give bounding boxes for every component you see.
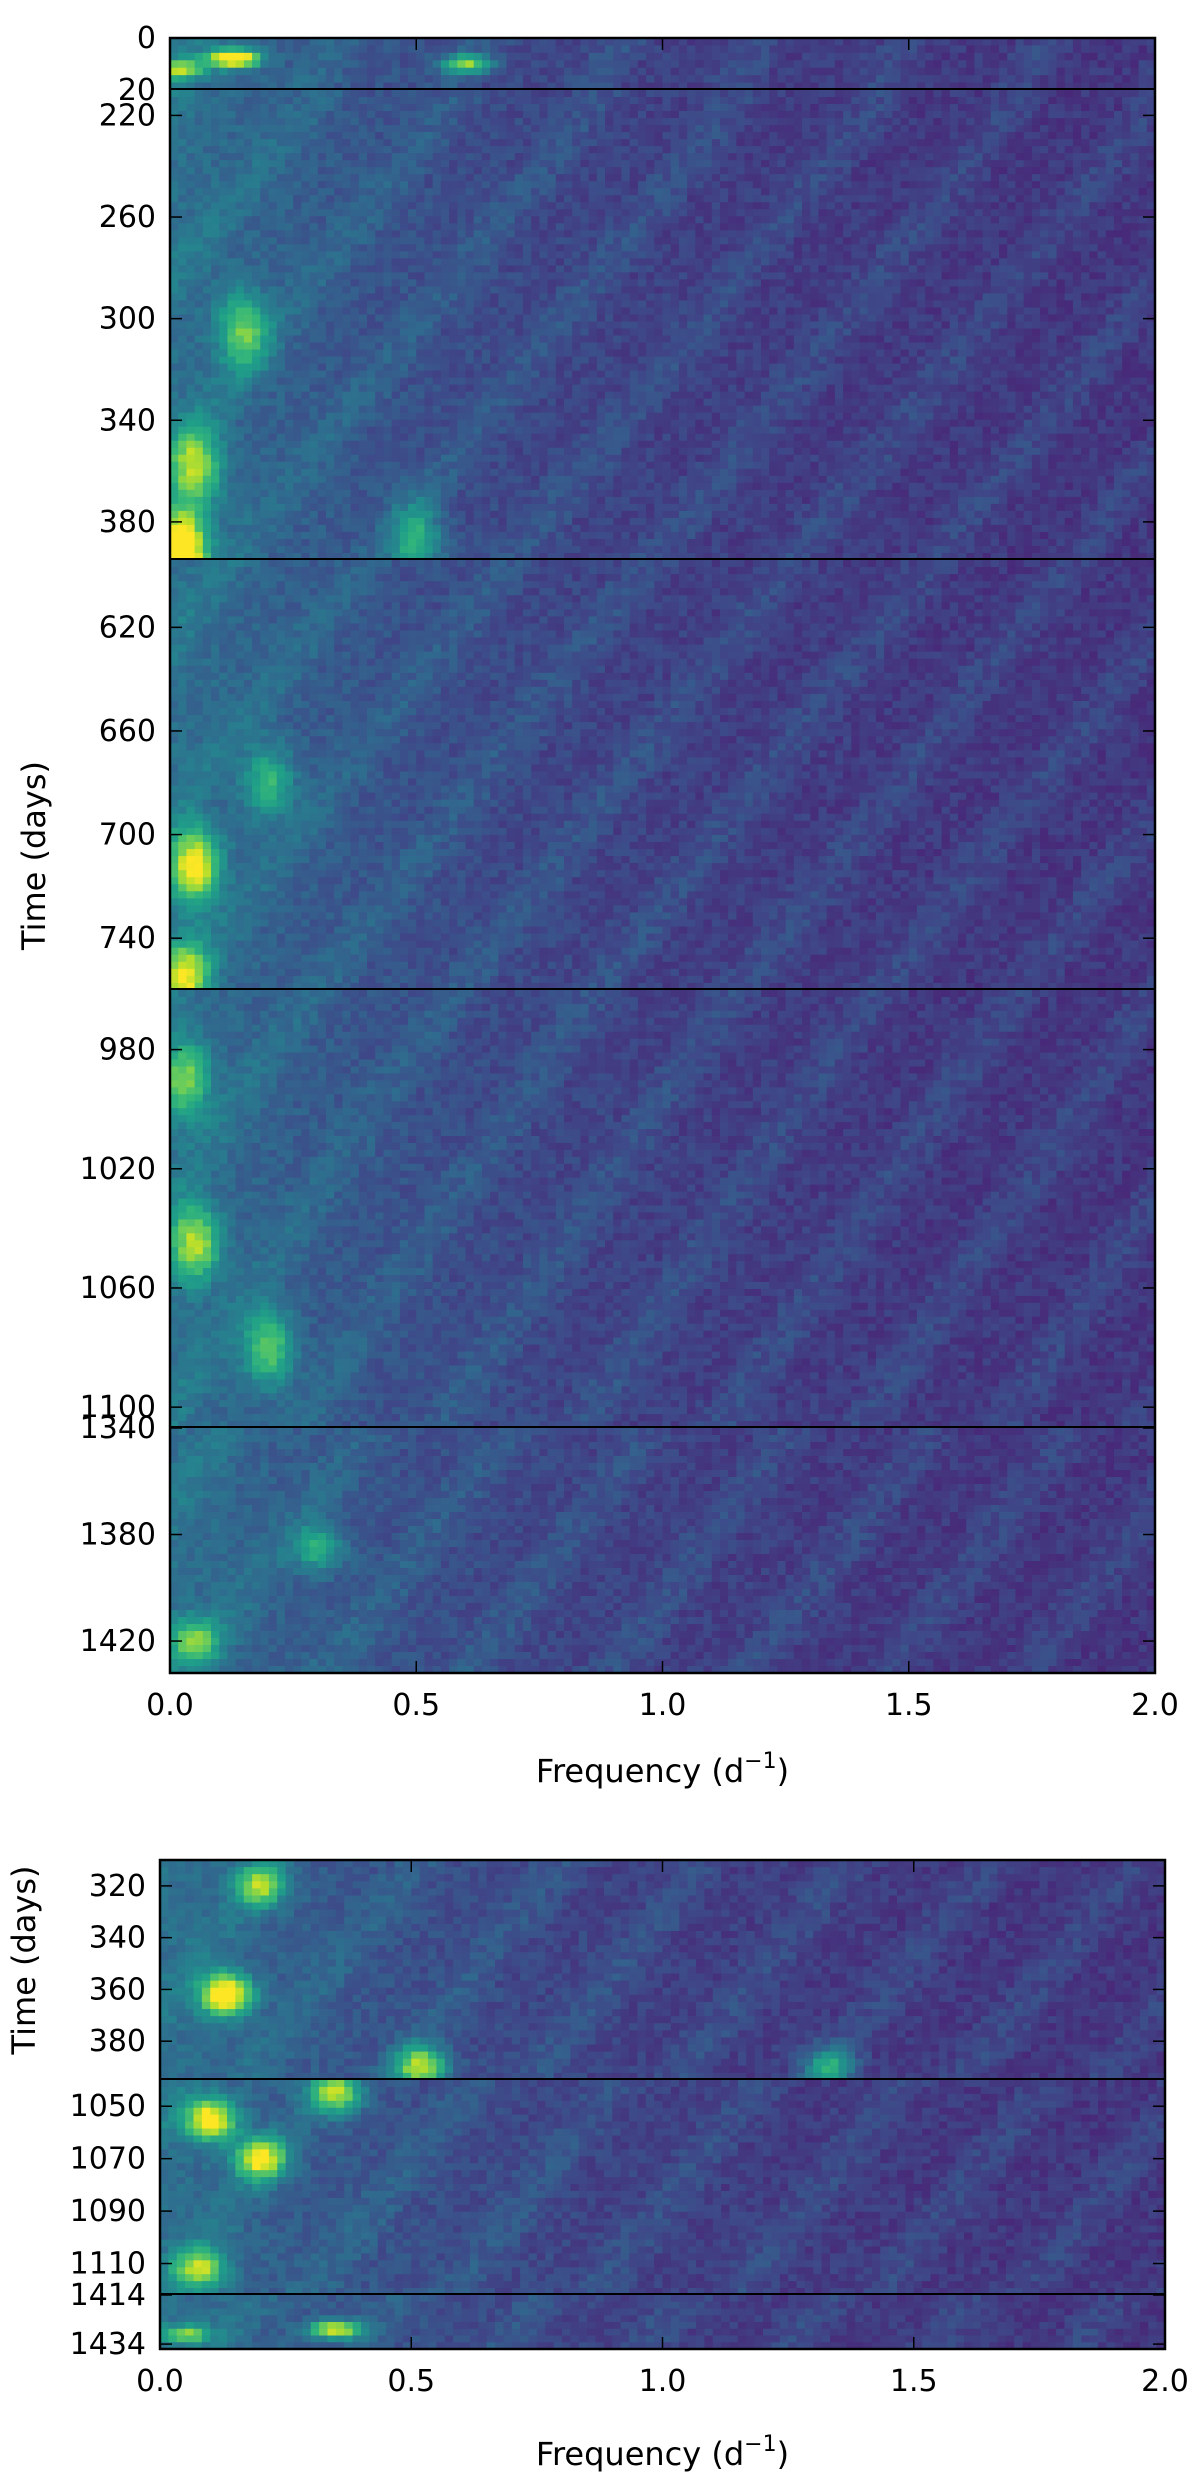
x-tick-label: 1.0: [639, 1688, 687, 1723]
x-tick-label: 2.0: [1141, 2364, 1189, 2399]
x-tick-label: 2.0: [1131, 1688, 1179, 1723]
y-tick-label: 1020: [80, 1152, 156, 1187]
x-tick-label: 0.5: [392, 1688, 440, 1723]
y-tick-label: 300: [99, 302, 156, 337]
y-tick-label: 380: [89, 2024, 146, 2059]
y-axis-label: Time (days): [5, 1866, 43, 2056]
y-tick-label: 620: [99, 610, 156, 645]
y-tick-label: 700: [99, 818, 156, 853]
heatmap-panel: [160, 1860, 1166, 2081]
y-tick-label: 980: [99, 1033, 156, 1068]
chart-top: 0202202603003403806206607007409801020106…: [15, 21, 1179, 1790]
x-tick-label: 1.0: [639, 2364, 687, 2399]
x-tick-label: 0.0: [136, 2364, 184, 2399]
y-tick-label: 1434: [70, 2327, 146, 2362]
x-tick-label: 0.5: [387, 2364, 435, 2399]
y-tick-label: 380: [99, 505, 156, 540]
y-tick-label: 1110: [70, 2247, 146, 2282]
x-axis-label: Frequency (d−1): [536, 1749, 789, 1790]
heatmap-panel: [170, 1428, 1156, 1674]
y-tick-label: 1070: [70, 2142, 146, 2177]
y-tick-label: 1380: [80, 1518, 156, 1553]
y-tick-label: 340: [89, 1921, 146, 1956]
x-tick-label: 1.5: [890, 2364, 938, 2399]
y-tick-label: 740: [99, 921, 156, 956]
x-tick-label: 1.5: [885, 1688, 933, 1723]
y-tick-label: 320: [89, 1869, 146, 1904]
y-axis-label: Time (days): [15, 761, 53, 951]
y-tick-label: 1090: [70, 2194, 146, 2229]
y-tick-label: 660: [99, 714, 156, 749]
y-tick-label: 0: [137, 21, 156, 56]
heatmap-panel: [170, 560, 1156, 991]
x-axis-label: Frequency (d−1): [536, 2432, 789, 2473]
heatmap-panel: [170, 90, 1156, 561]
y-tick-label: 260: [99, 200, 156, 235]
y-tick-label: 1340: [80, 1411, 156, 1446]
y-tick-label: 220: [99, 98, 156, 133]
y-tick-label: 1060: [80, 1271, 156, 1306]
y-tick-label: 1420: [80, 1624, 156, 1659]
x-tick-label: 0.0: [146, 1688, 194, 1723]
y-tick-label: 340: [99, 403, 156, 438]
heatmap-panel: [160, 2080, 1166, 2296]
heatmap-panel: [170, 990, 1156, 1429]
y-tick-label: 1414: [70, 2278, 146, 2313]
y-tick-label: 360: [89, 1972, 146, 2007]
y-tick-label: 1050: [70, 2089, 146, 2124]
